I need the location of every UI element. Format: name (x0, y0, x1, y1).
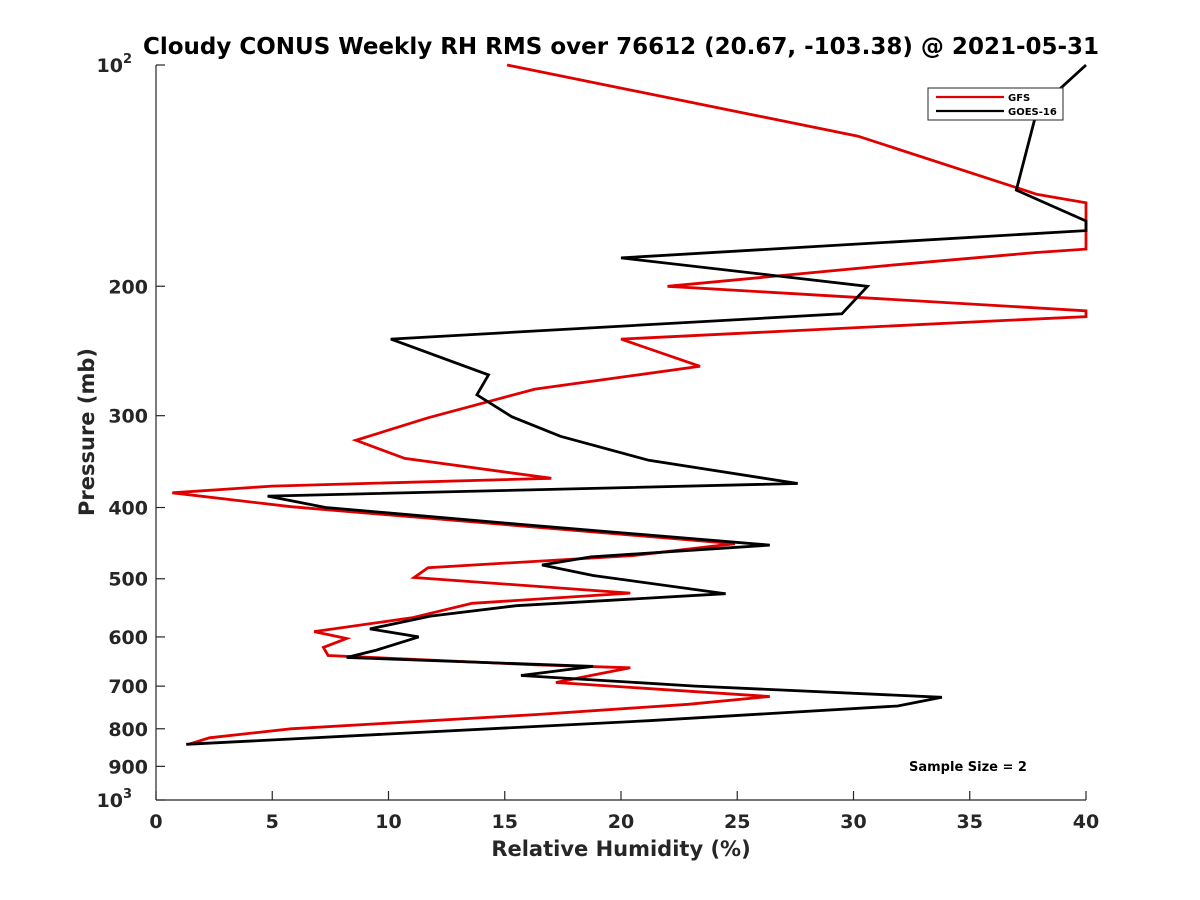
sample-size-annotation: Sample Size = 2 (909, 760, 1027, 775)
x-tick-label: 15 (492, 811, 518, 833)
y-axis-label: Pressure (mb) (75, 348, 99, 516)
x-tick-label: 25 (724, 811, 750, 833)
legend-label-gfs: GFS (1008, 93, 1030, 104)
legend-box (927, 87, 1064, 121)
legend-label-goes16: GOES-16 (1008, 107, 1057, 118)
series-line-goes16 (186, 63, 1088, 746)
y-tick-label: 900 (108, 756, 148, 778)
legend: GFS GOES-16 (927, 87, 1064, 121)
x-ticks: 0 5 10 15 20 25 30 35 40 (149, 791, 1099, 833)
x-tick-label: 10 (375, 811, 401, 833)
x-axis-label: Relative Humidity (%) (491, 837, 750, 861)
y-tick-label: 600 (108, 627, 148, 649)
y-tick-label: 400 (108, 498, 148, 520)
y-tick-label: 500 (108, 569, 148, 591)
y-tick-label: 300 (108, 406, 148, 428)
plot-area: 0 5 10 15 20 25 30 35 40 10220030040050060070080… (97, 52, 1100, 833)
chart-title: Cloudy CONUS Weekly RH RMS over 76612 (2… (143, 34, 1099, 60)
series-layer (172, 63, 1088, 746)
series-line-gfs (172, 63, 1088, 746)
x-tick-label: 20 (608, 811, 634, 833)
x-tick-label: 40 (1073, 811, 1099, 833)
x-tick-label: 35 (957, 811, 983, 833)
x-tick-label: 5 (266, 811, 279, 833)
x-tick-label: 30 (840, 811, 866, 833)
y-tick-label: 800 (108, 719, 148, 741)
y-tick-label: 200 (108, 276, 148, 298)
x-tick-label: 0 (149, 811, 162, 833)
y-tick-label: 700 (108, 676, 148, 698)
